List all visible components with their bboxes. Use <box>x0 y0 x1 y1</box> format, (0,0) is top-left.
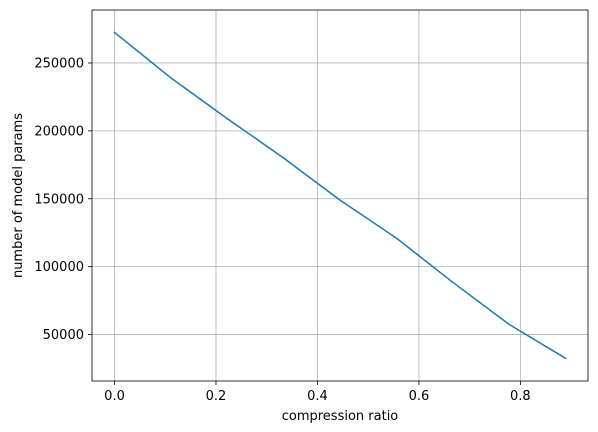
grid <box>92 10 588 381</box>
series-layer <box>113 31 567 360</box>
x-axis-ticks: 0.0 0.2 0.4 0.6 0.8 <box>104 381 531 404</box>
x-tick-label: 0.6 <box>409 389 430 404</box>
x-tick-label: 0.4 <box>307 389 328 404</box>
y-tick-label: 250000 <box>34 56 84 71</box>
x-tick-label: 0.2 <box>206 389 227 404</box>
y-axis-label: number of model params <box>11 113 26 278</box>
y-tick-label: 100000 <box>34 260 84 275</box>
y-tick-label: 50000 <box>43 328 84 343</box>
y-axis-ticks: 50000 100000 150000 200000 250000 <box>34 56 92 343</box>
x-tick-label: 0.8 <box>510 389 531 404</box>
plot-frame <box>91 9 589 382</box>
x-tick-label: 0.0 <box>104 389 125 404</box>
series-line <box>113 31 567 360</box>
x-axis-label: compression ratio <box>282 409 399 424</box>
y-tick-label: 150000 <box>34 192 84 207</box>
y-tick-label: 200000 <box>34 124 84 139</box>
